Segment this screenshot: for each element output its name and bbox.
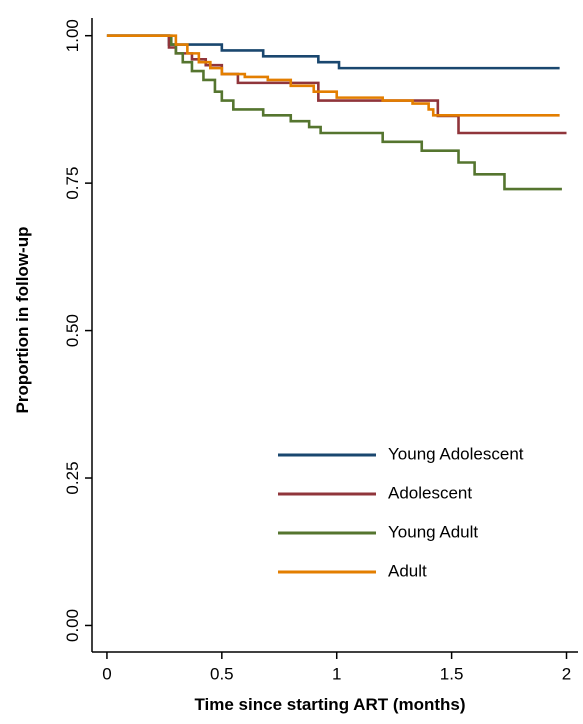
y-axis-title: Proportion in follow-up — [13, 227, 32, 414]
x-tick-label: 1.5 — [440, 664, 464, 683]
legend-label: Young Adolescent — [388, 444, 524, 463]
x-tick-label: 0 — [102, 664, 111, 683]
legend-label: Young Adult — [388, 522, 478, 541]
x-axis-title: Time since starting ART (months) — [194, 695, 465, 714]
y-tick-label: 1.00 — [63, 19, 82, 52]
km-curve — [106, 34, 560, 117]
x-tick-label: 1 — [332, 664, 341, 683]
x-tick-label: 2 — [562, 664, 571, 683]
y-tick-label: 0.50 — [63, 314, 82, 347]
y-tick-label: 0.75 — [63, 167, 82, 200]
x-tick-label: 0.5 — [210, 664, 234, 683]
km-curve — [106, 34, 562, 191]
legend-label: Adolescent — [388, 483, 472, 502]
legend-label: Adult — [388, 561, 427, 580]
y-tick-label: 0.00 — [63, 609, 82, 642]
y-tick-label: 0.25 — [63, 461, 82, 494]
